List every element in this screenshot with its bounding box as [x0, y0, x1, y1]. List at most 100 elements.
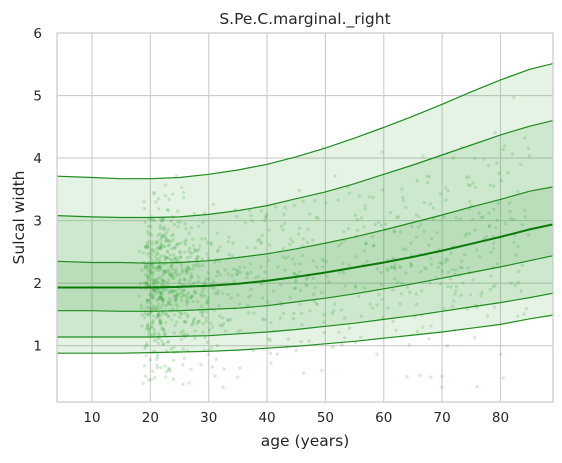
data-point: [149, 263, 153, 267]
data-point: [191, 251, 195, 255]
y-tick-label: 1: [33, 339, 42, 355]
data-point: [404, 205, 408, 210]
data-point: [161, 328, 165, 332]
data-point: [357, 194, 361, 198]
data-point: [149, 267, 153, 271]
data-point: [405, 375, 409, 379]
data-point: [199, 294, 204, 298]
data-point: [162, 270, 166, 274]
data-point: [157, 265, 161, 269]
data-point: [159, 241, 163, 245]
data-point: [191, 322, 195, 326]
data-point: [185, 256, 189, 260]
data-point: [158, 265, 163, 270]
data-point: [479, 215, 483, 220]
data-point: [159, 296, 163, 300]
data-point: [305, 240, 310, 245]
data-point: [151, 281, 155, 285]
data-point: [171, 192, 175, 196]
data-point: [313, 199, 317, 203]
data-point: [298, 302, 303, 307]
data-point: [393, 277, 397, 281]
data-point: [149, 377, 153, 382]
data-point: [259, 282, 264, 286]
data-point: [362, 225, 366, 229]
data-point: [176, 220, 180, 224]
data-point: [217, 314, 222, 318]
data-point: [158, 223, 163, 228]
data-point: [479, 294, 483, 298]
data-point: [175, 320, 179, 324]
data-point: [256, 274, 261, 279]
data-point: [200, 257, 204, 261]
data-point: [172, 294, 176, 298]
data-point: [232, 267, 236, 271]
data-point: [172, 345, 176, 350]
data-point: [216, 270, 220, 274]
data-point: [281, 255, 285, 259]
data-point: [163, 312, 168, 316]
data-point: [265, 300, 270, 304]
data-point: [516, 189, 520, 194]
data-point: [176, 224, 180, 229]
data-point: [502, 144, 507, 148]
data-point: [428, 281, 432, 285]
data-point: [226, 319, 230, 323]
data-point: [448, 277, 453, 281]
data-point: [152, 265, 156, 270]
data-point: [146, 275, 151, 279]
data-point: [174, 294, 178, 298]
data-point: [468, 183, 472, 188]
data-point: [144, 327, 148, 331]
data-point: [257, 237, 262, 242]
data-point: [187, 267, 191, 271]
data-point: [151, 314, 155, 318]
data-point: [166, 250, 170, 254]
data-point: [269, 361, 273, 365]
data-point: [429, 375, 433, 379]
data-point: [168, 239, 173, 244]
data-point: [168, 369, 172, 373]
data-point: [214, 357, 218, 361]
data-point: [159, 313, 164, 317]
data-point: [526, 146, 531, 151]
data-point: [159, 254, 164, 258]
data-point: [235, 272, 239, 276]
data-point: [161, 278, 166, 283]
data-point: [330, 311, 334, 316]
data-point: [147, 378, 151, 382]
data-point: [168, 296, 172, 301]
data-point: [159, 234, 164, 239]
data-point: [283, 268, 287, 272]
data-point: [464, 232, 469, 236]
data-point: [286, 337, 290, 341]
data-point: [493, 284, 497, 288]
data-point: [164, 375, 168, 379]
data-point: [216, 248, 220, 252]
data-point: [145, 246, 149, 250]
data-point: [147, 265, 151, 269]
data-point: [446, 189, 450, 193]
data-point: [155, 366, 159, 370]
data-point: [391, 288, 395, 292]
data-point: [357, 294, 361, 298]
data-point: [436, 265, 440, 270]
data-point: [141, 381, 145, 385]
data-point: [203, 237, 207, 241]
data-point: [364, 241, 368, 246]
data-point: [149, 301, 153, 305]
data-point: [394, 328, 398, 332]
data-point: [410, 263, 414, 267]
data-point: [428, 202, 433, 206]
data-point: [158, 238, 163, 242]
data-point: [183, 278, 187, 282]
data-point: [320, 257, 324, 261]
data-point: [438, 261, 442, 265]
x-tick-label: 60: [375, 410, 392, 426]
data-point: [486, 163, 491, 168]
data-point: [189, 367, 193, 371]
data-point: [188, 267, 192, 271]
data-point: [235, 268, 239, 273]
data-point: [347, 263, 351, 267]
data-point: [393, 265, 397, 270]
